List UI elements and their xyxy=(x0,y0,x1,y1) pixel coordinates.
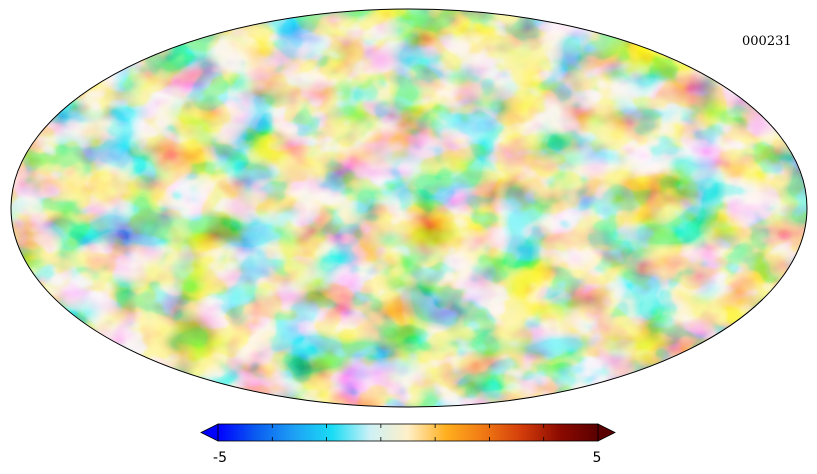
colorbar-ticks xyxy=(217,424,599,441)
colorbar: -5 5 xyxy=(200,423,616,466)
map-outline xyxy=(10,8,808,408)
colorbar-max-label: 5 xyxy=(593,450,602,466)
map-field-overlay xyxy=(11,9,807,407)
colorbar-min-label: -5 xyxy=(213,450,227,466)
colorbar-max-arrow xyxy=(597,423,616,442)
colorbar-min-arrow xyxy=(200,423,219,442)
map-identifier: 000231 xyxy=(742,34,792,49)
mollweide-map xyxy=(11,9,807,407)
colorbar-gradient xyxy=(217,423,599,442)
